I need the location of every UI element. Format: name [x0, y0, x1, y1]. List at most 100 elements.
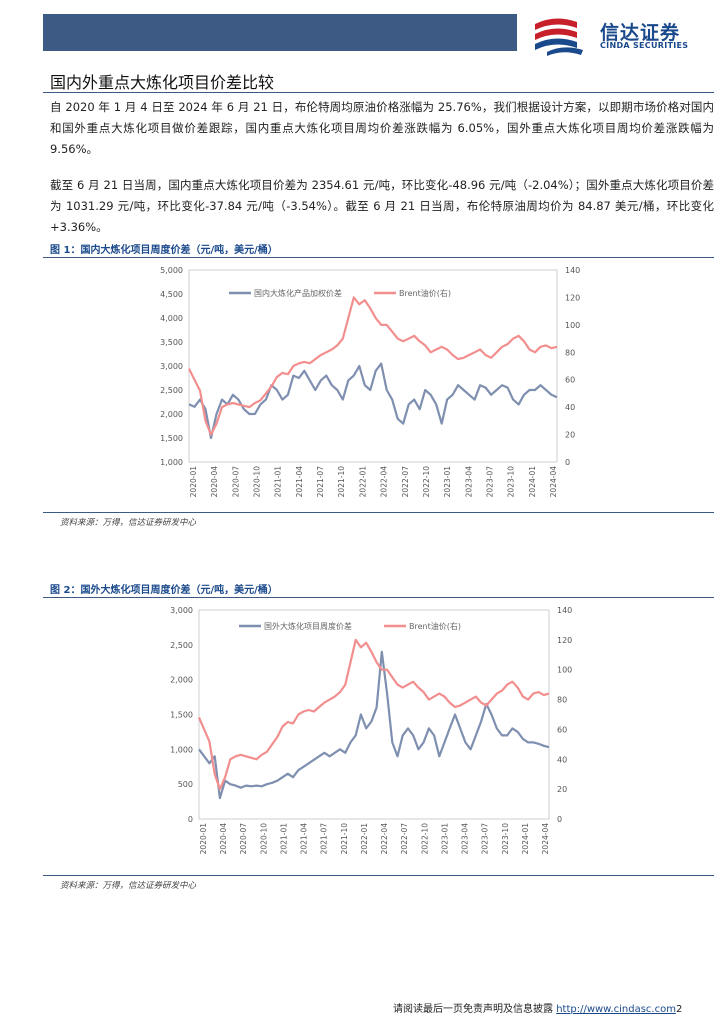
x-axis-tick-label: 2023-10 [501, 823, 510, 855]
plot-area [188, 269, 558, 463]
right-axis-tick-label: 100 [557, 666, 572, 675]
x-axis-tick-label: 2020-07 [239, 823, 248, 855]
right-axis-tick-label: 80 [565, 348, 575, 357]
left-axis-tick-label: 1,000 [160, 458, 183, 467]
footer: 请阅读最后一页免责声明及信息披露 http://www.cindasc.com2 [393, 1000, 682, 1015]
series-line-spread [188, 362, 558, 440]
right-axis-tick-label: 40 [565, 403, 575, 412]
right-axis-tick-label: 80 [557, 696, 567, 705]
right-axis-tick-label: 140 [557, 606, 572, 615]
right-axis-tick-label: 40 [557, 755, 567, 764]
figure-1-bottom-divider [43, 512, 714, 513]
brand-name-cn: 信达证券 [600, 22, 681, 44]
x-axis-tick-label: 2020-07 [231, 466, 240, 498]
x-axis-tick-label: 2024-01 [521, 823, 530, 855]
x-axis-tick-label: 2021-10 [337, 466, 346, 498]
x-axis-tick-label: 2020-04 [210, 466, 219, 498]
section-divider [43, 92, 714, 93]
section-title: 国内外重点大炼化项目价差比较 [50, 73, 275, 92]
x-axis-tick-label: 2022-10 [422, 466, 431, 498]
x-axis-tick-label: 2022-10 [420, 823, 429, 855]
x-axis-tick-label: 2022-07 [400, 823, 409, 855]
right-axis-tick-label: 60 [565, 376, 575, 385]
legend-label: Brent油价(右) [399, 288, 451, 298]
x-axis-tick-label: 2023-07 [485, 466, 494, 498]
left-axis-tick-label: 3,000 [170, 606, 193, 615]
left-axis-tick-label: 500 [178, 780, 193, 789]
legend-label: 国内大炼化产品加权价差 [254, 288, 342, 298]
x-axis-tick-label: 2023-10 [507, 466, 516, 498]
right-axis-tick-label: 20 [565, 431, 575, 440]
figure-2-title: 图 2：国外大炼化项目周度价差（元/吨，美元/桶） [50, 585, 278, 596]
figure-1-chart: 1,000 1,500 2,000 2,500 3,000 3,500 4,000 4,500… [160, 266, 580, 498]
x-axis-tick-label: 2023-04 [461, 823, 470, 855]
x-axis-tick-label: 2024-01 [528, 466, 537, 498]
right-axis-tick-label: 20 [557, 785, 567, 794]
x-axis-tick-label: 2024-04 [549, 466, 558, 498]
x-axis-tick-label: 2021-01 [279, 823, 288, 855]
left-axis-tick-label: 3,500 [160, 338, 183, 347]
x-axis-tick-label: 2022-04 [380, 466, 389, 498]
series-line-brent [197, 638, 550, 791]
plot-area [198, 609, 550, 820]
x-axis-tick-label: 2023-04 [464, 466, 473, 498]
legend-label: Brent油价(右) [409, 621, 461, 631]
right-axis-tick-label: 120 [557, 636, 572, 645]
x-axis-tick-label: 2022-01 [360, 823, 369, 855]
figure-1-source: 资料来源：万得，信达证券研发中心 [60, 518, 197, 528]
right-axis-tick-label: 0 [557, 815, 562, 824]
right-axis-tick-label: 60 [557, 725, 567, 734]
right-axis-tick-label: 120 [565, 293, 580, 302]
left-axis-tick-label: 2,500 [170, 641, 193, 650]
figure-2-source: 资料来源：万得，信达证券研发中心 [60, 881, 197, 891]
footer-disclaimer: 请阅读最后一页免责声明及信息披露 [393, 1004, 557, 1015]
x-axis-tick-label: 2020-01 [189, 466, 198, 498]
x-axis-tick-label: 2021-10 [340, 823, 349, 855]
figure-1-divider [43, 257, 714, 258]
x-axis-tick-label: 2023-07 [481, 823, 490, 855]
x-axis-tick-label: 2022-04 [380, 823, 389, 855]
left-axis-tick-label: 4,000 [160, 314, 183, 323]
left-axis-tick-label: 1,500 [170, 711, 193, 720]
x-axis-tick-label: 2021-01 [274, 466, 283, 498]
x-axis-tick-label: 2024-04 [541, 823, 550, 855]
brand-name-en: CINDA SECURITIES [600, 41, 689, 50]
legend-label: 国外大炼化项目周度价差 [264, 621, 352, 631]
x-axis-tick-label: 2020-10 [259, 823, 268, 855]
footer-link[interactable]: http://www.cindasc.com [556, 1004, 676, 1015]
left-axis-tick-label: 0 [188, 815, 193, 824]
left-axis-tick-label: 5,000 [160, 266, 183, 275]
left-axis-tick-label: 1,000 [170, 745, 193, 754]
x-axis-tick-label: 2021-04 [300, 823, 309, 855]
x-axis-tick-label: 2022-01 [358, 466, 367, 498]
left-axis-tick-label: 3,000 [160, 362, 183, 371]
header-banner [43, 14, 517, 51]
x-axis-tick-label: 2023-01 [443, 466, 452, 498]
left-axis-tick-label: 1,500 [160, 434, 183, 443]
right-axis-tick-label: 0 [565, 458, 570, 467]
x-axis-tick-label: 2020-04 [219, 823, 228, 855]
cinda-logo-icon [535, 18, 583, 56]
left-axis-tick-label: 4,500 [160, 290, 183, 299]
left-axis-tick-label: 2,000 [160, 410, 183, 419]
right-axis-tick-label: 140 [565, 266, 580, 275]
x-axis-tick-label: 2023-01 [440, 823, 449, 855]
x-axis-tick-label: 2020-01 [199, 823, 208, 855]
figure-2-bottom-divider [43, 875, 714, 876]
x-axis-tick-label: 2022-07 [401, 466, 410, 498]
x-axis-tick-label: 2021-07 [316, 466, 325, 498]
figure-2-chart: 0 500 1,000 1,500 2,000 2,500 3,000 0 20 40 60 80 10… [170, 606, 572, 855]
left-axis-tick-label: 2,500 [160, 386, 183, 395]
series-line-brent [188, 296, 558, 436]
x-axis-tick-label: 2021-04 [295, 466, 304, 498]
left-axis-tick-label: 2,000 [170, 676, 193, 685]
page-number: 2 [675, 1004, 683, 1015]
paragraph-1: 自 2020 年 1 月 4 日至 2024 年 6 月 21 日，布伦特周均原… [50, 100, 714, 156]
x-axis-tick-label: 2021-07 [320, 823, 329, 855]
right-axis-tick-label: 100 [565, 321, 580, 330]
series-line-spread [198, 650, 550, 800]
x-axis-tick-label: 2020-10 [253, 466, 262, 498]
figure-2-divider [43, 597, 714, 598]
paragraph-2: 截至 6 月 21 日当周，国内重点大炼化项目价差为 2354.61 元/吨，环… [50, 178, 714, 234]
figure-1-title: 图 1：国内大炼化项目周度价差（元/吨，美元/桶） [50, 245, 278, 256]
